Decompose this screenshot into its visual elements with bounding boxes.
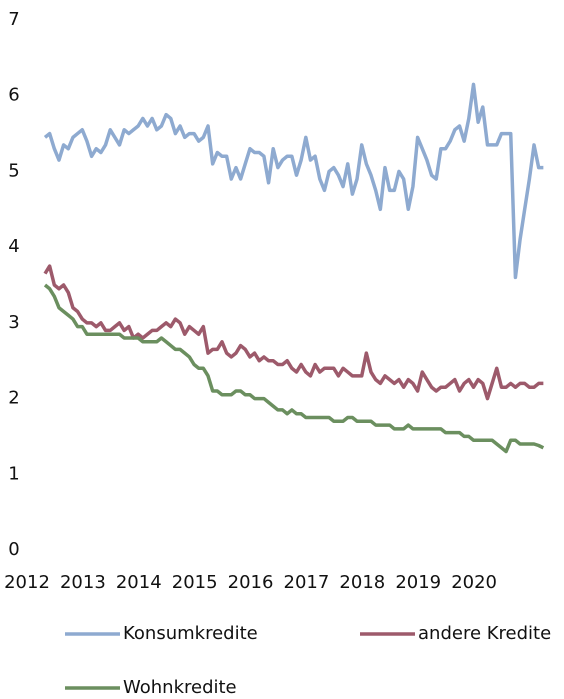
legend-label: andere Kredite xyxy=(418,623,551,644)
y-tick-label: 7 xyxy=(8,9,19,30)
y-tick-label: 1 xyxy=(8,463,19,484)
y-tick-label: 2 xyxy=(8,388,19,409)
legend-label: Wohnkredite xyxy=(123,677,237,698)
legend-label: Konsumkredite xyxy=(123,623,258,644)
series-line xyxy=(43,82,544,280)
x-tick-label: 2014 xyxy=(116,572,162,593)
x-tick-label: 2015 xyxy=(172,572,218,593)
x-tick-label: 2018 xyxy=(339,572,385,593)
y-tick-label: 5 xyxy=(8,160,19,181)
series-line xyxy=(43,283,545,454)
x-tick-label: 2020 xyxy=(451,572,497,593)
y-tick-label: 0 xyxy=(8,539,19,560)
x-tick-label: 2013 xyxy=(60,572,106,593)
x-tick-label: 2019 xyxy=(395,572,441,593)
y-tick-label: 3 xyxy=(8,312,19,333)
y-tick-label: 6 xyxy=(8,85,19,106)
y-tick-label: 4 xyxy=(8,236,19,257)
series-line xyxy=(43,264,544,401)
x-tick-label: 2017 xyxy=(284,572,330,593)
x-tick-label: 2012 xyxy=(4,572,50,593)
x-tick-label: 2016 xyxy=(228,572,274,593)
